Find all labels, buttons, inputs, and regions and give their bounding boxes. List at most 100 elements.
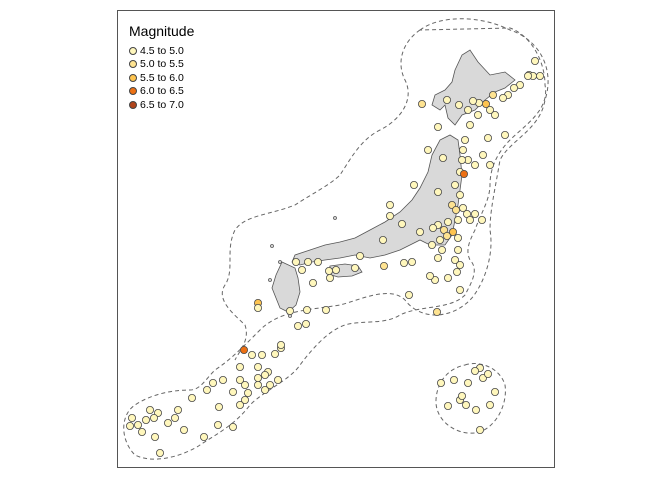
earthquake-point — [423, 145, 432, 154]
earthquake-point — [448, 227, 457, 236]
legend-item: 5.0 to 5.5 — [129, 58, 184, 72]
earthquake-point — [498, 94, 507, 103]
earthquake-point — [385, 211, 394, 220]
earthquake-point — [324, 266, 333, 275]
earthquake-point — [126, 421, 135, 430]
earthquake-point — [260, 385, 269, 394]
earthquake-point — [483, 133, 492, 142]
earthquake-point — [453, 215, 462, 224]
earthquake-point — [438, 153, 447, 162]
earthquake-point — [433, 187, 442, 196]
earthquake-point — [385, 200, 394, 209]
earthquake-point — [524, 72, 533, 81]
legend-label: 6.0 to 6.5 — [140, 85, 184, 98]
earthquake-point — [239, 345, 248, 354]
earthquake-point — [531, 57, 540, 66]
earthquake-point — [133, 420, 142, 429]
legend-swatch — [129, 60, 137, 69]
earthquake-point — [253, 380, 262, 389]
earthquake-point — [443, 401, 452, 410]
earthquake-point — [433, 253, 442, 262]
earthquake-point — [350, 263, 359, 272]
earthquake-point — [458, 203, 467, 212]
earthquake-point — [450, 180, 459, 189]
earthquake-point — [442, 96, 451, 105]
earthquake-point — [465, 121, 474, 130]
earthquake-point — [451, 205, 460, 214]
earthquake-point — [473, 111, 482, 120]
earthquake-point — [173, 405, 182, 414]
legend-title: Magnitude — [129, 23, 195, 39]
earthquake-point — [428, 223, 437, 232]
japan-landmass — [271, 49, 516, 313]
islets — [268, 216, 337, 318]
earthquake-point — [321, 305, 330, 314]
earthquake-point — [325, 273, 334, 282]
earthquake-point — [235, 362, 244, 371]
earthquake-point — [442, 231, 451, 240]
earthquake-point — [457, 391, 466, 400]
earthquake-point — [378, 235, 387, 244]
earthquake-point — [247, 350, 256, 359]
earthquake-point — [145, 405, 154, 414]
earthquake-point — [427, 240, 436, 249]
earthquake-points — [126, 57, 545, 457]
earthquake-point — [235, 375, 244, 384]
legend-item: 5.5 to 6.0 — [129, 71, 184, 85]
earthquake-point — [302, 305, 311, 314]
earthquake-point — [291, 257, 300, 266]
earthquake-point — [399, 258, 408, 267]
legend-swatch — [129, 100, 137, 109]
earthquake-point — [471, 405, 480, 414]
earthquake-point — [435, 235, 444, 244]
earthquake-point — [490, 387, 499, 396]
legend-label: 5.0 to 5.5 — [140, 58, 184, 71]
earthquake-point — [432, 307, 441, 316]
earthquake-point — [485, 106, 494, 115]
earthquake-point — [443, 217, 452, 226]
earthquake-point — [276, 340, 285, 349]
buffer-zone — [123, 18, 549, 460]
legend-item: 4.5 to 5.0 — [129, 44, 184, 58]
earthquake-point — [199, 432, 208, 441]
earthquake-point — [454, 101, 463, 110]
earthquake-point — [260, 370, 269, 379]
earthquake-point — [500, 130, 509, 139]
earthquake-point — [308, 278, 317, 287]
earthquake-point — [202, 385, 211, 394]
earthquake-point — [270, 349, 279, 358]
earthquake-point — [208, 378, 217, 387]
earthquake-point — [355, 251, 364, 260]
earthquake-point — [313, 257, 322, 266]
earthquake-point — [460, 135, 469, 144]
earthquake-point — [509, 84, 518, 93]
legend-swatch — [129, 46, 137, 55]
earthquake-point — [179, 425, 188, 434]
earthquake-point — [285, 306, 294, 315]
earthquake-point — [243, 388, 252, 397]
earthquake-point — [488, 91, 497, 100]
earthquake-point — [235, 400, 244, 409]
legend-label: 4.5 to 5.0 — [140, 44, 184, 57]
earthquake-point — [240, 380, 249, 389]
earthquake-point — [455, 190, 464, 199]
earthquake-point — [536, 72, 545, 81]
earthquake-point — [436, 378, 445, 387]
earthquake-point — [187, 393, 196, 402]
legend-item: 6.0 to 6.5 — [129, 85, 184, 99]
earthquake-point — [459, 169, 468, 178]
earthquake-point — [297, 265, 306, 274]
earthquake-point — [257, 350, 266, 359]
earthquake-point — [463, 106, 472, 115]
earthquake-point — [463, 378, 472, 387]
earthquake-point — [437, 245, 446, 254]
earthquake-point — [253, 303, 262, 312]
earthquake-point — [470, 366, 479, 375]
earthquake-point — [452, 267, 461, 276]
earthquake-point — [455, 260, 464, 269]
earthquake-point — [379, 261, 388, 270]
earthquake-point — [303, 257, 312, 266]
legend-item: 6.5 to 7.0 — [129, 98, 184, 112]
earthquake-point — [213, 420, 222, 429]
earthquake-point — [425, 271, 434, 280]
